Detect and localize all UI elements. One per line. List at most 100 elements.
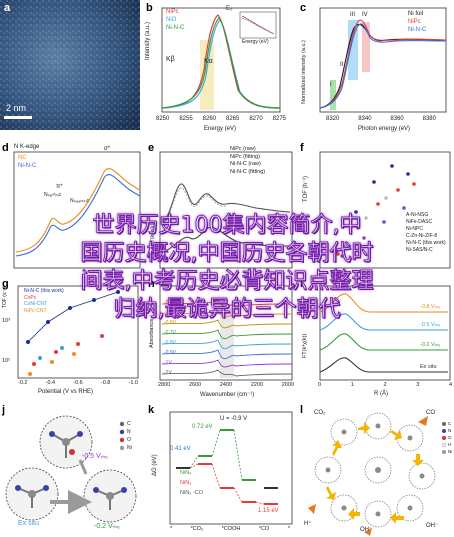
legend-item: NiPc bbox=[408, 19, 421, 25]
x-ticks: 0 1 2 3 4 bbox=[318, 382, 452, 388]
species-label: OH⁻ bbox=[426, 523, 439, 529]
legend-e: NiPc (raw) NiPc (fitting) Ni-N-C (raw) N… bbox=[230, 146, 265, 176]
annotation: π* bbox=[56, 184, 63, 190]
curve-label: -0.4V bbox=[164, 300, 176, 306]
curve-label: -0.2 Vᵣₕₑ bbox=[420, 342, 441, 348]
legend-item: N bbox=[127, 429, 131, 435]
annotation: σ* bbox=[104, 146, 111, 152]
legend-item: C bbox=[448, 421, 452, 426]
axis-xlabel: Photon energy (eV) bbox=[358, 126, 411, 132]
tick-label: *CO₂ bbox=[190, 526, 204, 532]
tick-label: -0.8 bbox=[100, 380, 111, 386]
potential-label: -0.5 Vᵣₕₑ bbox=[82, 453, 108, 460]
panel-c: c Ni foil NiPc Ni-N-C I II III IV Normal… bbox=[296, 0, 454, 140]
tick-label: 8255 bbox=[179, 116, 193, 122]
tick-label: 8250 bbox=[156, 116, 170, 122]
panel-label: f bbox=[300, 142, 304, 154]
legend-b: NiPc NiO Ni-N-C bbox=[166, 8, 184, 32]
axis-xlabel: Wavenumber (cm⁻¹) bbox=[200, 392, 255, 398]
tick-label: -0.2 bbox=[18, 380, 28, 386]
legend-item: NiN₃ bbox=[180, 480, 192, 486]
panel-i: i -0.8 Vᵣₕₑ -0.5 Vᵣₕₑ -0.2 Vᵣₕₑ Ex situ … bbox=[298, 278, 454, 400]
legend-item: NiPc (fitting) bbox=[230, 153, 260, 160]
potential-annotation: U = -0.9 V bbox=[220, 416, 248, 422]
panel-label: c bbox=[300, 2, 307, 14]
panel-j: j -0.5 Vᵣₕₑ Ex situ -0.2 Vᵣₕₑ C N O Ni bbox=[0, 404, 145, 537]
legend-item: NC bbox=[18, 155, 27, 161]
legend-item: Ni-N-C bbox=[166, 25, 185, 31]
chart-i bbox=[319, 285, 451, 381]
panel-label: l bbox=[300, 404, 304, 416]
legend-item: Ni-NPC bbox=[406, 226, 423, 232]
species-label: H⁺ bbox=[304, 521, 312, 527]
chart-g bbox=[17, 285, 139, 379]
panel-f: f TOF (h⁻¹) A-Ni-NSG NiFe-DASC Ni-NPC C-… bbox=[296, 142, 454, 272]
legend-item: O bbox=[127, 437, 131, 443]
annotation: III bbox=[350, 12, 356, 18]
curve-label: -0.5 Vᵣₕₑ bbox=[420, 322, 441, 328]
legend-item: Ni-N-C (this work) bbox=[24, 288, 64, 294]
tick-label: -0.4 bbox=[45, 380, 56, 386]
panel-label: b bbox=[146, 2, 153, 14]
curve-label: -0.8V bbox=[164, 340, 176, 346]
schematic-j bbox=[5, 415, 137, 523]
curve-label: -0.6V bbox=[164, 320, 176, 326]
overlay-line: 国历史概况,中国历史各朝代时 bbox=[80, 241, 374, 267]
tick-label: 2400 bbox=[219, 382, 233, 388]
curve-label: -0.8 Vᵣₕₑ bbox=[420, 304, 441, 310]
tick-label: -1.0 bbox=[128, 380, 138, 386]
axis-xlabel: R (Å) bbox=[374, 391, 388, 397]
panel-h: h -0.4V -0.5V -0.6V -0.7V -0.8V -0.9V -1… bbox=[146, 278, 296, 400]
chart-d bbox=[13, 151, 141, 269]
legend-item: C-Zn-Ni-ZIF-8 bbox=[406, 233, 438, 239]
annotation: Kα bbox=[204, 58, 213, 65]
legend-item: Ni-N-C (this work) bbox=[406, 240, 446, 246]
legend-item: NiO bbox=[166, 17, 177, 23]
chart-k bbox=[169, 411, 293, 525]
chart-title: N K-edge bbox=[14, 144, 40, 150]
energy-value: 0.72 eV bbox=[192, 424, 213, 430]
panel-label: e bbox=[148, 142, 155, 154]
legend-item: N bbox=[448, 428, 452, 433]
stem-image bbox=[0, 0, 140, 130]
legend-item: Ni foil bbox=[408, 11, 424, 17]
panel-d: d N K-edge NC Ni-N-C σ* π* Nₚᵧᵣᵢᵈᵢₙᵢc Nₗ… bbox=[0, 142, 145, 272]
energy-value: 1.15 eV bbox=[258, 508, 279, 514]
annotation: E₀ bbox=[226, 6, 233, 12]
legend-f: A-Ni-NSG NiFe-DASC Ni-NPC C-Zn-Ni-ZIF-8 … bbox=[406, 212, 446, 254]
tick-label: 4 bbox=[448, 382, 452, 388]
annotation: Nₚᵧᵣᵢᵈᵢₙᵢc bbox=[44, 192, 62, 198]
panel-label: i bbox=[300, 278, 304, 290]
panel-g: g Ni-N-C (this work) CoPc CoNi-CNT NiPc-… bbox=[0, 278, 142, 398]
axis-ylabel: ΔG (eV) bbox=[152, 454, 158, 476]
tick-label: 1 bbox=[350, 382, 354, 388]
tick-label: 2800 bbox=[158, 382, 171, 388]
curve-label: -2V bbox=[164, 370, 172, 376]
chart-h bbox=[159, 285, 293, 381]
x-ticks: 8250 8255 8260 8265 8270 8275 bbox=[156, 116, 286, 122]
tick-label: 3 bbox=[416, 382, 420, 388]
potential-label: -0.2 Vᵣₕₑ bbox=[94, 523, 120, 530]
legend-item: CoNi-CNT bbox=[24, 301, 48, 307]
tick-label: 8270 bbox=[249, 116, 263, 122]
legend-item: Ni-N-C (raw) bbox=[230, 161, 261, 167]
cycle-l bbox=[308, 412, 447, 536]
panel-label: k bbox=[148, 404, 155, 416]
tick-label: * bbox=[287, 526, 290, 532]
tick-label: *CO bbox=[258, 526, 270, 532]
legend-c: Ni foil NiPc Ni-N-C bbox=[408, 10, 426, 34]
curve-label: -0.5V bbox=[164, 310, 176, 316]
species-label: OH⁻ bbox=[360, 527, 373, 533]
panel-label: g bbox=[2, 278, 9, 290]
axis-ylabel: Intensity (a.u.) bbox=[145, 21, 151, 60]
panel-label: h bbox=[148, 278, 155, 290]
species-label: CO₂ bbox=[314, 410, 326, 416]
legend-item: NiFe-DASC bbox=[406, 219, 433, 225]
annotation: Nₗᵣₐᵤₚₕᵢₜᵢc bbox=[70, 198, 90, 204]
inset-xlabel: Energy (eV) bbox=[242, 39, 269, 45]
x-ticks: -0.2 -0.4 -0.6 -0.8 -1.0 bbox=[18, 380, 138, 386]
tick-label: 8320 bbox=[326, 116, 340, 122]
annotation: Kβ bbox=[166, 56, 175, 63]
tick-label: 8275 bbox=[272, 116, 286, 122]
tick-label: 8265 bbox=[225, 116, 240, 122]
